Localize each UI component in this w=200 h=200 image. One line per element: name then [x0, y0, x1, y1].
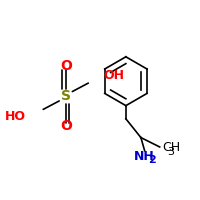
- Text: OH: OH: [103, 69, 124, 82]
- Text: O: O: [60, 119, 72, 133]
- Text: 2: 2: [148, 155, 156, 165]
- Text: NH: NH: [134, 150, 155, 163]
- Text: S: S: [61, 89, 71, 103]
- Text: HO: HO: [5, 110, 26, 123]
- Text: 3: 3: [167, 147, 174, 157]
- Text: O: O: [60, 59, 72, 73]
- Text: CH: CH: [162, 141, 181, 154]
